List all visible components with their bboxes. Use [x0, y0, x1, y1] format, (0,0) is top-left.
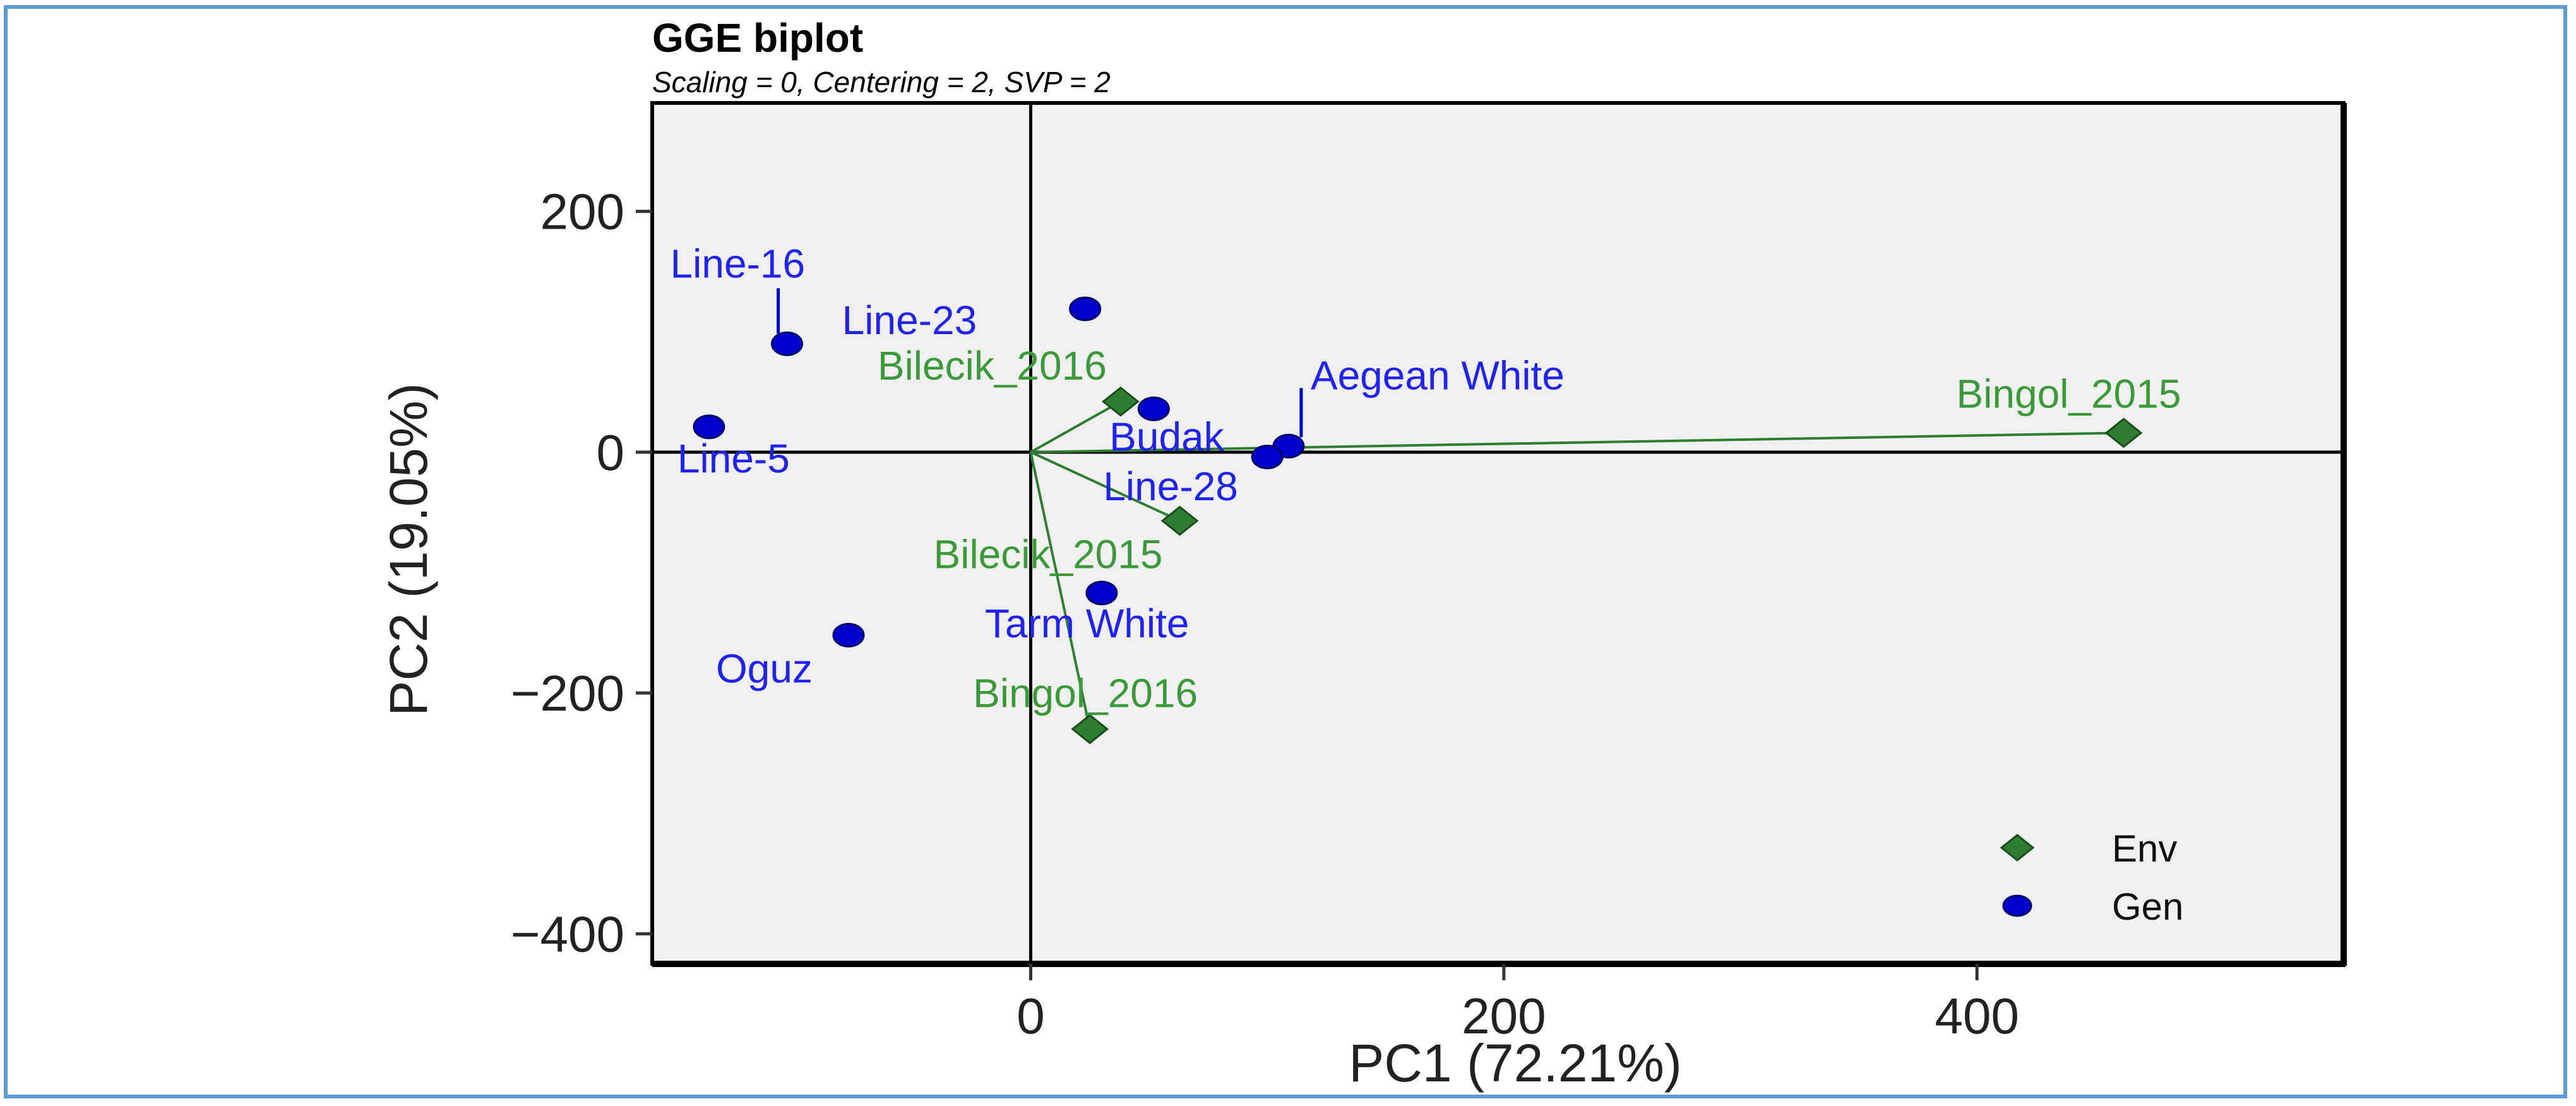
gen-point [1137, 396, 1170, 421]
chart-subtitle: Scaling = 0, Centering = 2, SVP = 2 [652, 66, 1111, 99]
gen-point-label: Budak [1109, 414, 1224, 459]
gen-point-label: Line-5 [677, 436, 790, 481]
y-tick-label: −200 [511, 665, 624, 721]
chart-title: GGE biplot [652, 15, 863, 61]
y-tick-label: −400 [511, 906, 624, 962]
y-tick-label: 0 [597, 424, 625, 481]
gen-point-label: Line-28 [1103, 464, 1238, 509]
gen-point-label: Oguz [716, 646, 813, 692]
x-axis-title: PC1 (72.21%) [1349, 1033, 1682, 1093]
env-point-label: Bilecik_2015 [934, 531, 1163, 577]
env-vector [1029, 452, 1092, 730]
gen-point [1069, 296, 1102, 322]
env-point [1160, 505, 1199, 536]
env-point [1101, 386, 1140, 417]
env-point-label: Bingol_2016 [973, 670, 1198, 716]
gen-point-label: Line-23 [842, 298, 977, 343]
y-tick-label: 200 [540, 184, 624, 240]
gen-point [832, 623, 865, 648]
env-vector [1030, 400, 1121, 454]
gen-point [1085, 580, 1118, 606]
env-point-label: Bingol_2015 [1957, 371, 2181, 416]
legend-gen-label: Gen [2112, 886, 2183, 928]
x-tick-label: 0 [1017, 988, 1045, 1044]
gen-point-label: Aegean White [1311, 352, 1565, 398]
env-point [2104, 418, 2143, 448]
env-point-label: Bilecik_2016 [878, 343, 1107, 388]
plot-panel [650, 101, 2346, 966]
gen-point [771, 331, 804, 356]
x-tick-label: 200 [1462, 988, 1546, 1044]
x-tick-label: 400 [1935, 988, 2018, 1044]
env-point [1071, 714, 1109, 745]
legend-gen-key [2002, 894, 2032, 917]
gen-point-label: Tarm White [985, 601, 1190, 646]
env-vector [1030, 431, 2124, 454]
gen-point-label: Line-16 [671, 241, 806, 286]
legend-env-label: Env [2112, 827, 2177, 870]
gen-point [693, 414, 725, 440]
legend-env-key [2000, 834, 2035, 862]
env-vector [1030, 451, 1181, 522]
y-axis-title: PC2 (19.05%) [379, 383, 438, 716]
gen-point [1251, 444, 1284, 469]
